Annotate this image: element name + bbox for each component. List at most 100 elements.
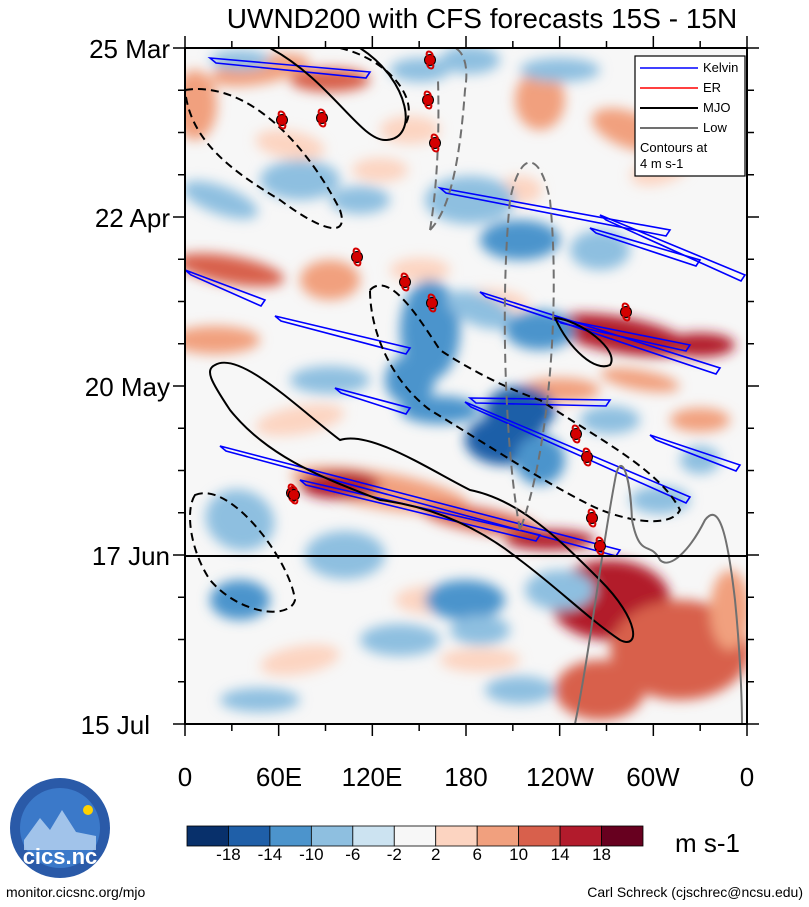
anomaly-patch — [525, 570, 595, 610]
colorbar-tick-label: 18 — [592, 845, 611, 864]
cics-logo: cics.nc — [10, 778, 110, 878]
kelvin-contour — [274, 315, 412, 355]
colorbar: -18 -14 -10 -6 -2 2 6 10 14 18 — [186, 825, 644, 864]
anomaly-patch — [710, 570, 747, 650]
anomaly-patch — [220, 688, 300, 712]
tropical-cyclone-icon — [429, 137, 441, 149]
colorbar-tick-label: -10 — [299, 845, 324, 864]
tropical-cyclone-icon — [276, 114, 288, 126]
y-tick-label: 20 May — [85, 372, 170, 402]
kelvin-contour — [437, 186, 672, 237]
x-tick-label: 120E — [342, 762, 403, 792]
colorbar-swatch — [186, 825, 229, 847]
kelvin-contour — [589, 227, 702, 267]
tropical-cyclone-arm — [595, 536, 605, 556]
low-frequency-contour — [429, 48, 468, 231]
x-tick-label: 0 — [740, 762, 754, 792]
colorbar-swatch — [228, 825, 271, 847]
x-tick-label: 120W — [526, 762, 594, 792]
colorbar-swatch — [559, 825, 602, 847]
x-tick-label: 60E — [256, 762, 302, 792]
anomaly-patch — [400, 396, 480, 424]
anomaly-patch — [185, 326, 260, 354]
anomaly-patch — [210, 580, 270, 620]
tropical-cyclone-arm — [430, 133, 440, 153]
anomaly-patch — [515, 435, 565, 485]
anomaly-patch — [440, 48, 500, 74]
anomaly-patch — [260, 644, 340, 676]
tropical-cyclone-arm — [277, 110, 287, 130]
kelvin-contour — [479, 291, 722, 375]
anomaly-patch — [185, 70, 217, 140]
logo-sun-icon — [83, 805, 93, 815]
anomaly-patch — [570, 230, 630, 270]
colorbar-swatch — [518, 825, 561, 847]
anomaly-patch — [205, 489, 275, 551]
y-tick-label: 22 Apr — [95, 203, 171, 233]
kelvin-contour — [299, 479, 542, 542]
tropical-cyclone-arm — [352, 247, 362, 267]
tropical-cyclone-arm — [571, 424, 581, 444]
tropical-cyclone-icon — [424, 54, 436, 66]
colorbar-tick-label: -2 — [387, 845, 402, 864]
tropical-cyclone-icon — [426, 297, 438, 309]
tropical-cyclone-icon — [351, 251, 363, 263]
legend-note: Contours at — [640, 140, 708, 155]
legend-low-label: Low — [703, 120, 727, 135]
y-tick-label: 25 Mar — [89, 34, 170, 64]
colorbar-swatch — [310, 825, 354, 847]
y-tick-label: 17 Jun — [92, 541, 170, 571]
anomaly-patch — [352, 158, 408, 182]
legend-box — [634, 55, 746, 177]
colorbar-swatch — [476, 825, 520, 847]
kelvin-contour — [554, 317, 692, 352]
colorbar-swatch — [435, 825, 478, 847]
tropical-cyclone-icon — [288, 489, 300, 501]
colorbar-tick-label: -18 — [216, 845, 241, 864]
colorbar-swatch — [269, 825, 312, 847]
legend-mjo-label: MJO — [703, 100, 730, 115]
kelvin-contour — [649, 434, 742, 472]
kelvin-contour — [464, 401, 692, 505]
axis-ticks — [173, 36, 759, 736]
mjo-negative-contour — [368, 284, 682, 523]
anomaly-patch — [670, 408, 730, 432]
colorbar-swatch — [601, 825, 644, 847]
mjo-negative-contour — [339, 48, 410, 126]
tropical-cyclone-arm — [317, 108, 327, 128]
x-tick-label: 60W — [626, 762, 680, 792]
anomaly-patch — [580, 406, 640, 434]
anomaly-patch — [505, 310, 575, 350]
tropical-cyclone-arm — [621, 302, 631, 322]
legend-kelvin-label: Kelvin — [703, 60, 738, 75]
tropical-cyclone-icon — [422, 94, 434, 106]
tropical-cyclone-icon — [399, 276, 411, 288]
colorbar-swatch — [393, 825, 437, 847]
anomaly-patch — [680, 446, 720, 474]
tropical-cyclone-arm — [427, 293, 437, 313]
colorbar-swatch — [352, 825, 395, 847]
y-tick-label: 15 Jul — [81, 710, 150, 740]
colorbar-tick-label: 6 — [472, 845, 481, 864]
tropical-cyclone-arm — [582, 447, 592, 467]
tropical-cyclone-arm — [423, 90, 433, 110]
anomaly-patch — [400, 280, 460, 380]
anomaly-patch — [600, 367, 680, 393]
kelvin-contour — [207, 56, 372, 79]
kelvin-contour — [185, 269, 267, 308]
x-tick-label: 0 — [178, 762, 192, 792]
anomaly-patch — [555, 660, 645, 720]
anomaly-patch — [485, 676, 555, 704]
anomaly-patch — [255, 129, 325, 161]
anomaly-patch — [520, 58, 600, 82]
legend: Kelvin ER MJO Low Contours at 4 m s-1 — [634, 55, 746, 177]
tropical-cyclone-arm — [289, 485, 299, 505]
mjo-negative-contour — [185, 88, 343, 229]
anomaly-patch — [450, 615, 510, 645]
tropical-cyclone-icon — [581, 451, 593, 463]
anomaly-patch — [425, 176, 515, 224]
colorbar-tick-label: 2 — [431, 845, 440, 864]
kelvin-contour — [599, 214, 747, 283]
tropical-cyclone-arm — [425, 50, 435, 70]
anomaly-patch — [300, 260, 360, 300]
